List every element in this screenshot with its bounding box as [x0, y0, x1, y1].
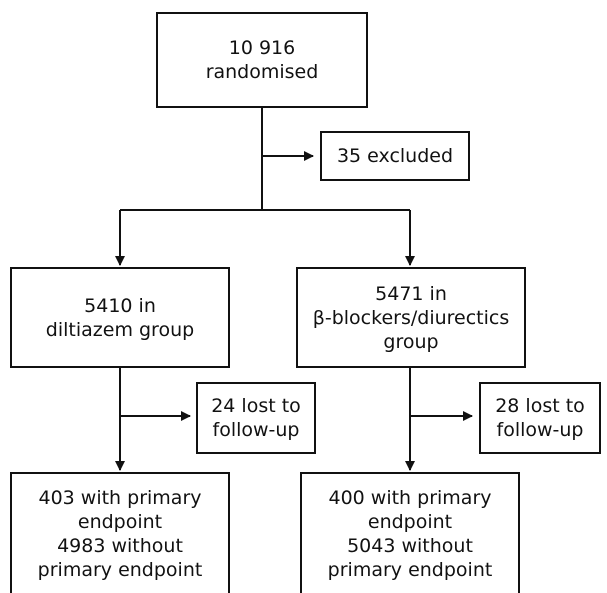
lost-right-line2: follow-up — [496, 419, 584, 441]
outcome-left-line3: 4983 without — [57, 534, 183, 557]
outcome-left-box: 403 with primary endpoint 4983 without p… — [10, 472, 230, 593]
randomised-count: 10 916 — [228, 37, 296, 59]
beta-label-group: group — [383, 330, 439, 353]
outcome-left-line2: endpoint — [77, 510, 163, 533]
randomised-label: randomised — [205, 61, 319, 83]
outcome-left-line1: 403 with primary — [38, 486, 202, 509]
randomised-box: 10 916 randomised — [156, 12, 368, 108]
excluded-box: 35 excluded — [320, 131, 470, 181]
lost-to-followup-left-box: 24 lost to follow-up — [196, 382, 316, 454]
lost-left-line1: 24 lost to — [211, 395, 301, 417]
outcome-right-line2: endpoint — [367, 510, 453, 533]
excluded-label: 35 excluded — [336, 145, 454, 167]
outcome-right-box: 400 with primary endpoint 5043 without p… — [300, 472, 520, 593]
beta-blockers-group-box: 5471 in β-blockers/diurectics group — [296, 267, 526, 368]
diltiazem-count: 5410 in — [84, 294, 156, 317]
lost-right-line1: 28 lost to — [495, 395, 585, 417]
outcome-right-line3: 5043 without — [347, 534, 473, 557]
lost-left-line2: follow-up — [212, 419, 300, 441]
outcome-right-line4: primary endpoint — [327, 558, 493, 581]
outcome-right-line1: 400 with primary — [328, 486, 492, 509]
beta-label: β-blockers/diurectics — [312, 306, 510, 329]
outcome-left-line4: primary endpoint — [37, 558, 203, 581]
diltiazem-group-box: 5410 in diltiazem group — [10, 267, 230, 368]
lost-to-followup-right-box: 28 lost to follow-up — [479, 382, 601, 454]
diltiazem-label: diltiazem group — [45, 318, 195, 341]
beta-count: 5471 in — [375, 282, 447, 305]
